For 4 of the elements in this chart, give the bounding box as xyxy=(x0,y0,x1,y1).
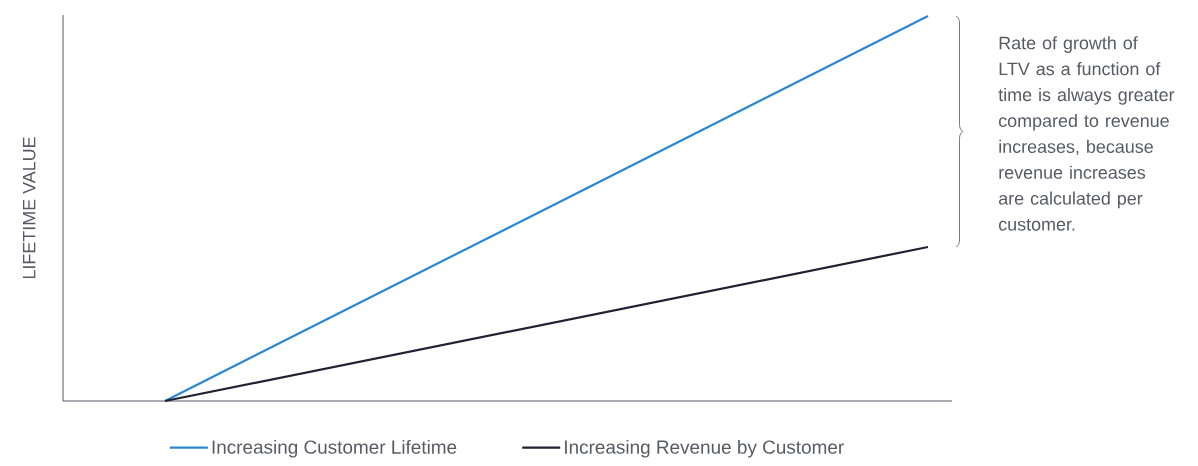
legend-label: Increasing Customer Lifetime xyxy=(212,439,457,458)
annotation: Rate of growth of LTV as a function of time is always greater compared to revenue increases, because revenue increases are calculated per customer. xyxy=(998,36,1175,231)
legend-label: Increasing Revenue by Customer xyxy=(565,439,844,458)
y-axis-title: LIFETIME VALUE xyxy=(22,137,36,279)
